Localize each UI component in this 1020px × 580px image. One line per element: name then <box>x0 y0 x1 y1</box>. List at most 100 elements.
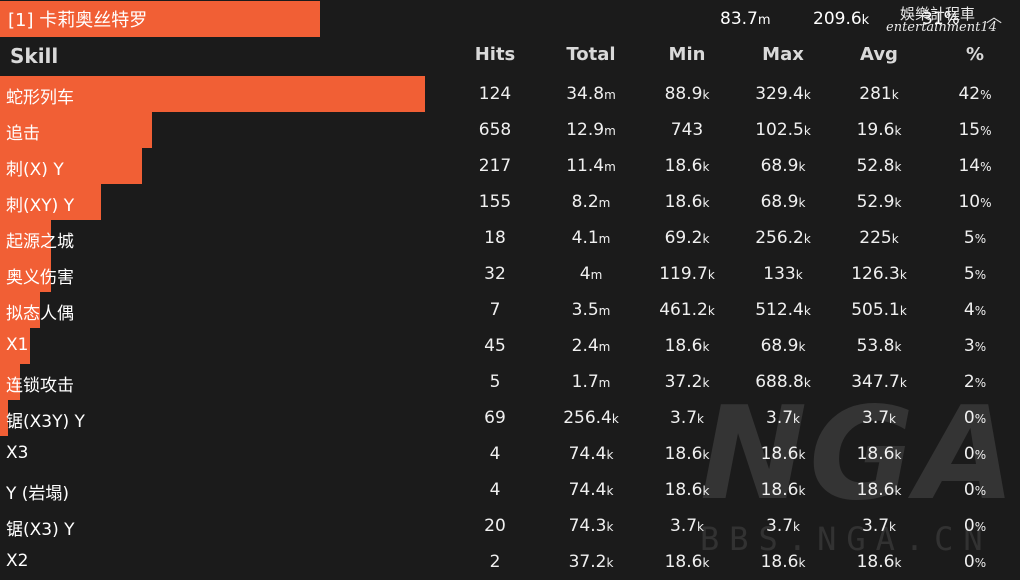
cell-min-unit: k <box>702 340 710 354</box>
cell-total: 3.5m <box>572 300 611 320</box>
cell-max-unit: k <box>798 196 806 210</box>
cell-max-unit: k <box>803 124 811 138</box>
damage-share-bar <box>0 76 425 112</box>
table-row[interactable]: 蛇形列车 124 34.8m 88.9k 329.4k 281k 42% <box>0 76 1020 112</box>
cell-max: 3.7k <box>766 408 800 428</box>
cell-avg-unit: k <box>894 340 902 354</box>
cell-total-unit: k <box>606 448 614 462</box>
skill-name: 锯(X3) Y <box>6 520 75 540</box>
cell-min: 69.2k <box>665 228 710 248</box>
cell-pct: 2% <box>964 372 986 392</box>
damage-share-bar <box>0 364 20 400</box>
table-row[interactable]: X3 4 74.4k 18.6k 18.6k 18.6k 0% <box>0 436 1020 472</box>
table-row[interactable]: 锯(X3) Y 20 74.3k 3.7k 3.7k 3.7k 0% <box>0 508 1020 544</box>
cell-avg-unit: k <box>894 160 902 174</box>
cell-avg: 505.1k <box>851 300 907 320</box>
cell-min: 18.6k <box>665 156 710 176</box>
cell-min: 3.7k <box>670 516 704 536</box>
cell-min-value: 18.6 <box>664 480 703 500</box>
cell-pct-value: 14 <box>958 156 981 176</box>
cell-avg-unit: k <box>889 412 896 426</box>
cell-min-value: 18.6 <box>664 192 703 212</box>
player-header[interactable]: [1] 卡莉奥丝特罗 83.7m 209.6k 31% 娛樂計程車 entert… <box>0 0 1020 37</box>
cell-min-unit: k <box>702 484 710 498</box>
cell-hits: 32 <box>484 264 506 284</box>
cell-pct: 5% <box>964 264 986 284</box>
table-row[interactable]: 锯(X3Y) Y 69 256.4k 3.7k 3.7k 3.7k 0% <box>0 400 1020 436</box>
table-row[interactable]: 拟态人偶 7 3.5m 461.2k 512.4k 505.1k 4% <box>0 292 1020 328</box>
column-min[interactable]: Min <box>668 44 706 65</box>
skill-name: 刺(XY) Y <box>6 196 75 216</box>
cell-total-value: 37.2 <box>568 552 607 572</box>
cell-hits: 18 <box>484 228 506 248</box>
cell-avg-unit: k <box>894 196 902 210</box>
cell-max-unit: k <box>803 232 811 246</box>
cell-min: 18.6k <box>665 192 710 212</box>
skill-name: X2 <box>6 551 29 571</box>
column-percent[interactable]: % <box>965 44 985 65</box>
cell-avg-value: 18.6 <box>856 552 895 572</box>
table-row[interactable]: 奥义伤害 32 4m 119.7k 133k 126.3k 5% <box>0 256 1020 292</box>
cell-avg-value: 225 <box>859 228 892 248</box>
cell-hits: 5 <box>490 372 501 392</box>
cell-pct: 14% <box>958 156 991 176</box>
damage-share-bar <box>0 256 51 292</box>
column-hits[interactable]: Hits <box>474 44 516 65</box>
cell-avg-value: 281 <box>859 84 892 104</box>
table-row[interactable]: 连锁攻击 5 1.7m 37.2k 688.8k 347.7k 2% <box>0 364 1020 400</box>
cell-total: 74.3k <box>569 516 614 536</box>
table-row[interactable]: X2 2 37.2k 18.6k 18.6k 18.6k 0% <box>0 544 1020 580</box>
table-row[interactable]: 刺(X) Y 217 11.4m 18.6k 68.9k 52.8k 14% <box>0 148 1020 184</box>
cell-avg-value: 52.8 <box>856 156 895 176</box>
cell-hits: 7 <box>490 300 501 320</box>
cell-max: 102.5k <box>755 120 811 140</box>
cell-total-value: 12.9 <box>566 120 605 140</box>
cell-avg-unit: k <box>894 124 902 138</box>
cell-max-value: 3.7 <box>766 516 794 536</box>
table-row[interactable]: 起源之城 18 4.1m 69.2k 256.2k 225k 5% <box>0 220 1020 256</box>
cell-total-unit: k <box>611 412 619 426</box>
cell-hits: 155 <box>479 192 511 212</box>
cell-max: 3.7k <box>766 516 800 536</box>
damage-share-bar <box>0 400 8 436</box>
cell-avg: 281k <box>859 84 898 104</box>
table-row[interactable]: 追击 658 12.9m 743 102.5k 19.6k 15% <box>0 112 1020 148</box>
cell-min-value: 18.6 <box>664 336 703 356</box>
column-skill[interactable]: Skill <box>10 44 59 68</box>
skill-name: 连锁攻击 <box>6 376 74 396</box>
cell-total-unit: k <box>606 556 614 570</box>
percent-sign: % <box>974 412 987 426</box>
table-row[interactable]: X1 45 2.4m 18.6k 68.9k 53.8k 3% <box>0 328 1020 364</box>
cell-max: 133k <box>763 264 802 284</box>
column-total[interactable]: Total <box>566 44 616 65</box>
cell-max-value: 68.9 <box>760 156 799 176</box>
cell-pct-value: 42 <box>958 84 981 104</box>
cell-total-value: 74.4 <box>568 444 607 464</box>
cell-max-unit: k <box>795 268 803 282</box>
cell-max: 512.4k <box>755 300 811 320</box>
cell-min: 18.6k <box>665 552 710 572</box>
cell-hits-value: 32 <box>484 264 506 284</box>
cell-hits-value: 2 <box>489 552 501 572</box>
table-row[interactable]: 刺(XY) Y 155 8.2m 18.6k 68.9k 52.9k 10% <box>0 184 1020 220</box>
cell-max-value: 68.9 <box>760 336 799 356</box>
skill-name: 刺(X) Y <box>6 160 64 180</box>
cell-pct-value: 10 <box>958 192 981 212</box>
cell-total-unit: m <box>604 88 616 102</box>
cell-hits-value: 124 <box>478 84 512 104</box>
cell-avg-unit: k <box>899 268 907 282</box>
percent-sign: % <box>974 340 987 354</box>
column-avg[interactable]: Avg <box>860 44 898 65</box>
cell-min-unit: k <box>702 160 710 174</box>
cell-hits-value: 5 <box>489 372 501 392</box>
chevron-up-icon[interactable]: ︿ <box>986 7 1003 26</box>
cell-hits-value: 217 <box>478 156 512 176</box>
cell-total-unit: k <box>606 520 614 534</box>
cell-min-unit: k <box>702 376 710 390</box>
table-row[interactable]: Y (岩塌) 4 74.4k 18.6k 18.6k 18.6k 0% <box>0 472 1020 508</box>
column-max[interactable]: Max <box>762 44 804 65</box>
cell-pct-value: 5 <box>963 228 975 248</box>
cell-max-unit: k <box>803 304 811 318</box>
cell-hits: 4 <box>490 444 501 464</box>
cell-pct: 42% <box>958 84 991 104</box>
